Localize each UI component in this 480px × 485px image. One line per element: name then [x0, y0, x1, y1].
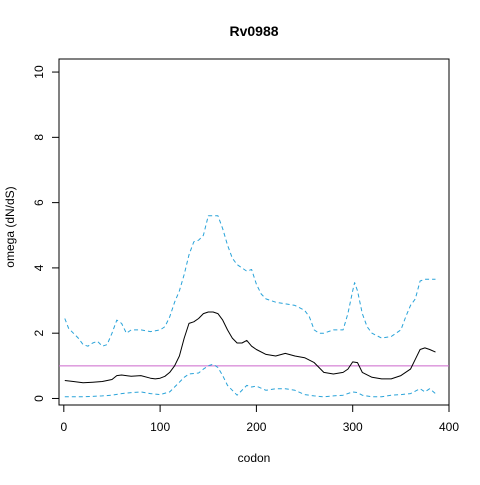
- x-tick-label: 0: [60, 420, 67, 434]
- series-line-estimate: [64, 311, 436, 384]
- x-tick-label: 300: [343, 420, 363, 434]
- series-line-upper: [64, 215, 436, 347]
- plot-frame: [58, 58, 450, 406]
- y-tick-label: 4: [32, 264, 46, 271]
- y-tick-label: 0: [32, 395, 46, 402]
- y-axis: 0 2 4 6 8 10: [32, 65, 60, 402]
- x-tick-label: 400: [439, 420, 459, 434]
- chart-title: Rv0988: [229, 23, 278, 39]
- x-axis: 0 100 200 300 400: [60, 404, 459, 434]
- series-layer: [64, 215, 436, 398]
- y-tick-label: 2: [32, 330, 46, 337]
- x-tick-label: 200: [246, 420, 266, 434]
- y-tick-label: 10: [32, 65, 46, 79]
- y-tick-label: 6: [32, 199, 46, 206]
- y-tick-label: 8: [32, 134, 46, 141]
- y-axis-label: omega (dN/dS): [3, 186, 17, 267]
- x-axis-label: codon: [238, 451, 271, 465]
- x-tick-label: 100: [150, 420, 170, 434]
- series-line-lower: [64, 363, 436, 398]
